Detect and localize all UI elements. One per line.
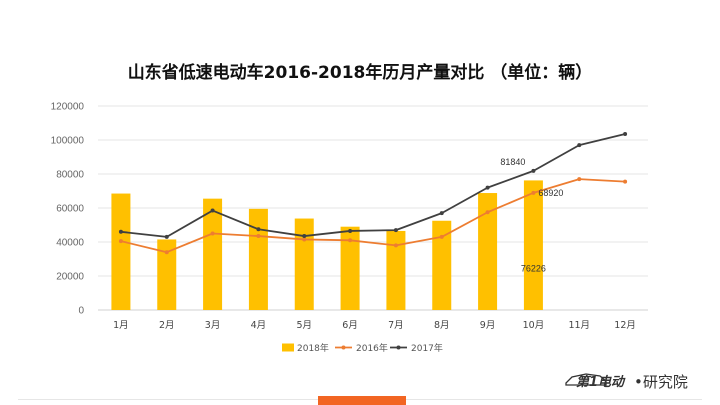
y-tick-label: 80000 (56, 170, 84, 181)
footer-accent-bar (318, 396, 406, 405)
bar (203, 198, 223, 310)
line-point (531, 168, 536, 173)
x-tick-label: 4月 (251, 320, 267, 331)
bar (340, 226, 360, 310)
line-point (348, 228, 353, 233)
line-point (393, 243, 398, 248)
x-tick-label: 5月 (296, 320, 312, 331)
y-tick-label: 100000 (51, 136, 85, 147)
y-tick-label: 120000 (51, 102, 85, 113)
line-point (439, 211, 444, 216)
brand-logo: 第1电动 •研究院 (565, 373, 688, 391)
bar (111, 193, 131, 310)
line-point (210, 208, 215, 213)
x-tick-label: 2月 (159, 320, 175, 331)
x-tick-label: 11月 (568, 320, 590, 331)
line-point (256, 234, 261, 239)
car-logo-icon (565, 373, 607, 386)
line-point (118, 239, 123, 244)
data-labels: 81840 68920 76226 (500, 157, 563, 274)
series-line (120, 133, 626, 238)
legend-label-2017: 2017年 (411, 342, 443, 354)
grid-lines (98, 105, 648, 311)
brand-suffix: •研究院 (634, 373, 688, 391)
x-tick-label: 12月 (614, 320, 636, 331)
line-point (118, 229, 123, 234)
legend-label-2016: 2016年 (356, 342, 388, 354)
line-point (577, 177, 582, 182)
x-tick-label: 9月 (480, 320, 496, 331)
legend-marker-2017 (396, 345, 401, 350)
line-point (302, 237, 307, 242)
line-point (485, 185, 490, 190)
line-point (439, 234, 444, 239)
line-series (118, 132, 628, 255)
data-label: 81840 (500, 157, 525, 167)
bar (523, 180, 543, 310)
y-tick-label: 0 (78, 306, 84, 317)
bar (294, 218, 314, 310)
legend-label-2018: 2018年 (297, 342, 329, 354)
x-tick-label: 7月 (388, 320, 404, 331)
bar (157, 239, 177, 310)
chart-title: 山东省低速电动车2016-2018年历月产量对比 （单位：辆） (128, 62, 593, 83)
line-point (623, 179, 628, 184)
data-label: 76226 (521, 264, 546, 274)
bar (432, 220, 452, 310)
x-tick-label: 3月 (205, 320, 221, 331)
bar (248, 208, 268, 310)
legend-marker-2016 (341, 345, 346, 350)
legend-swatch-2018 (282, 343, 294, 352)
line-point (348, 238, 353, 243)
line-point (302, 234, 307, 239)
legend: 2018年 2016年 2017年 (282, 342, 443, 354)
line-point (623, 132, 628, 137)
y-tick-label: 60000 (56, 204, 84, 215)
bar (478, 193, 498, 310)
brand-name: 第1电动 (576, 374, 626, 390)
x-tick-label: 10月 (523, 320, 545, 331)
line-point (256, 227, 261, 232)
y-axis: 0 20000 40000 60000 80000 100000 120000 (51, 102, 85, 317)
bar (386, 230, 406, 310)
x-tick-label: 8月 (434, 320, 450, 331)
line-point (577, 143, 582, 148)
series-line (120, 178, 626, 254)
line-point (164, 250, 169, 255)
line-point (164, 234, 169, 239)
line-point (393, 228, 398, 233)
x-tick-label: 1月 (113, 320, 129, 331)
line-point (210, 231, 215, 236)
line-point (531, 190, 536, 195)
y-tick-label: 40000 (56, 238, 84, 249)
y-tick-label: 20000 (56, 272, 84, 283)
x-tick-label: 6月 (342, 320, 358, 331)
bar-series-2018 (111, 180, 543, 310)
line-point (485, 210, 490, 215)
x-axis: 1月 2月 3月 4月 5月 6月 7月 8月 9月 10月 11月 12月 (113, 320, 636, 331)
data-label: 68920 (538, 188, 563, 198)
